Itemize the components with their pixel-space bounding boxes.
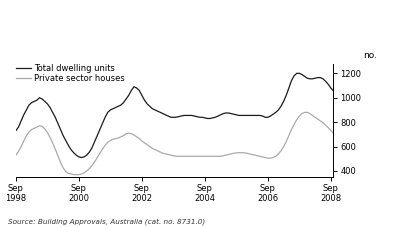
Private sector houses <box>313 116 318 119</box>
Y-axis label: no.: no. <box>363 51 377 60</box>
Private sector houses <box>331 132 336 134</box>
Private sector houses <box>118 136 123 138</box>
Total dwelling units <box>326 83 331 86</box>
Private sector houses <box>326 126 331 129</box>
Total dwelling units <box>189 114 194 117</box>
Total dwelling units <box>90 146 94 149</box>
Line: Total dwelling units: Total dwelling units <box>16 73 333 158</box>
Private sector houses <box>189 155 194 158</box>
Total dwelling units <box>118 104 123 106</box>
Total dwelling units <box>294 72 299 75</box>
Private sector houses <box>90 164 94 167</box>
Private sector houses <box>218 155 223 158</box>
Total dwelling units <box>79 156 84 159</box>
Line: Private sector houses: Private sector houses <box>16 112 333 175</box>
Total dwelling units <box>218 114 223 116</box>
Total dwelling units <box>313 77 318 80</box>
Text: Source: Building Approvals, Australia (cat. no. 8731.0): Source: Building Approvals, Australia (c… <box>8 218 205 225</box>
Total dwelling units <box>13 129 18 132</box>
Private sector houses <box>71 173 76 176</box>
Legend: Total dwelling units, Private sector houses: Total dwelling units, Private sector hou… <box>16 64 125 83</box>
Private sector houses <box>302 111 307 114</box>
Private sector houses <box>13 154 18 156</box>
Total dwelling units <box>331 90 336 92</box>
